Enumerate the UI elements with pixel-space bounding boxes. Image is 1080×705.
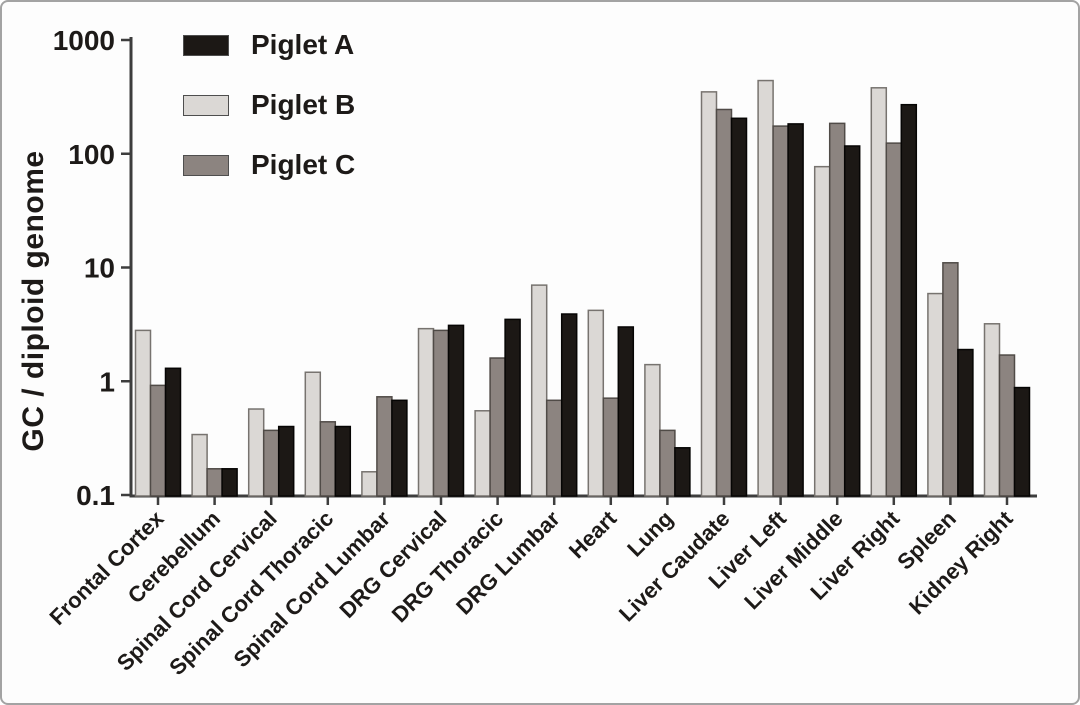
- legend-swatch-icon: [183, 154, 229, 176]
- bar-piglet-a-drg-cervical: [447, 324, 465, 497]
- bar-piglet-a-kidney-right: [1013, 386, 1031, 497]
- bar-piglet-c-heart: [602, 397, 620, 497]
- bar-piglet-c-frontal-cortex: [149, 384, 167, 497]
- bar-piglet-c-liver-right: [885, 142, 903, 497]
- bar-piglet-b-spinal-cord-thoracic: [304, 371, 322, 497]
- bar-piglet-c-spinal-cord-cervical: [262, 429, 280, 497]
- legend-item-piglet-a: Piglet A: [183, 29, 355, 60]
- bar-piglet-c-kidney-right: [998, 354, 1016, 497]
- bar-piglet-a-frontal-cortex: [164, 367, 182, 497]
- bar-piglet-b-kidney-right: [983, 323, 1001, 497]
- bar-piglet-a-liver-left: [787, 123, 804, 497]
- bar-piglet-b-drg-cervical: [417, 327, 435, 497]
- legend-item-piglet-c: Piglet C: [183, 149, 355, 180]
- bar-piglet-a-drg-lumbar: [560, 313, 578, 497]
- bar-piglet-a-lung: [674, 447, 691, 497]
- bar-piglet-b-cerebellum: [191, 433, 208, 497]
- bar-piglet-c-lung: [659, 429, 676, 497]
- bar-piglet-b-lung: [644, 363, 661, 497]
- bar-piglet-c-liver-caudate: [715, 108, 733, 497]
- y-tick-label: 0.1: [76, 480, 115, 511]
- y-axis-title: GC / diploid genome: [17, 150, 50, 452]
- legend-label: Piglet A: [251, 29, 355, 60]
- y-tick-label: 1: [99, 366, 115, 397]
- bar-piglet-b-heart: [587, 309, 605, 497]
- bar-piglet-b-frontal-cortex: [134, 329, 152, 497]
- x-tick-label: Heart: [564, 505, 622, 563]
- bar-piglet-a-liver-middle: [843, 145, 861, 497]
- legend-label: Piglet C: [251, 149, 356, 180]
- y-tick-label: 100: [68, 139, 115, 170]
- y-tick-label: 1000: [53, 25, 115, 56]
- bar-piglet-b-drg-lumbar: [530, 284, 548, 497]
- bar-piglet-b-spleen: [927, 292, 944, 497]
- bar-piglet-a-spinal-cord-cervical: [277, 425, 295, 497]
- bar-piglet-b-spinal-cord-lumbar: [361, 471, 378, 497]
- legend-swatch-icon: [183, 94, 229, 116]
- bar-piglet-a-drg-thoracic: [504, 318, 521, 497]
- legend-item-piglet-b: Piglet B: [183, 89, 355, 120]
- y-tick-label: 10: [84, 253, 115, 284]
- bar-piglet-c-liver-left: [772, 125, 789, 497]
- bar-piglet-c-spleen: [942, 262, 959, 497]
- bar-piglet-c-drg-lumbar: [545, 399, 563, 497]
- bar-piglet-b-liver-caudate: [700, 91, 718, 497]
- bar-piglet-c-cerebellum: [206, 468, 223, 497]
- bar-piglet-c-spinal-cord-lumbar: [376, 396, 393, 497]
- bar-piglet-c-liver-middle: [828, 122, 846, 497]
- bar-piglet-c-drg-cervical: [432, 329, 450, 497]
- legend-swatch-icon: [183, 34, 229, 56]
- legend: Piglet A Piglet B Piglet C: [183, 29, 355, 215]
- bar-piglet-a-liver-right: [900, 103, 918, 497]
- bar-piglet-a-cerebellum: [221, 468, 238, 497]
- bar-piglet-b-liver-right: [870, 87, 888, 497]
- bar-piglet-a-spinal-cord-thoracic: [334, 425, 352, 497]
- bar-piglet-b-liver-left: [757, 79, 774, 497]
- bar-piglet-a-heart: [617, 326, 635, 497]
- bar-piglet-b-liver-middle: [813, 165, 831, 497]
- bar-piglet-b-drg-thoracic: [474, 410, 491, 497]
- bar-piglet-c-drg-thoracic: [489, 357, 506, 497]
- bar-piglet-b-spinal-cord-cervical: [247, 408, 265, 497]
- bar-piglet-a-liver-caudate: [730, 117, 748, 497]
- bar-piglet-c-spinal-cord-thoracic: [319, 421, 337, 497]
- bar-piglet-a-spleen: [957, 348, 974, 497]
- bar-piglet-a-spinal-cord-lumbar: [391, 399, 408, 497]
- legend-label: Piglet B: [251, 89, 356, 120]
